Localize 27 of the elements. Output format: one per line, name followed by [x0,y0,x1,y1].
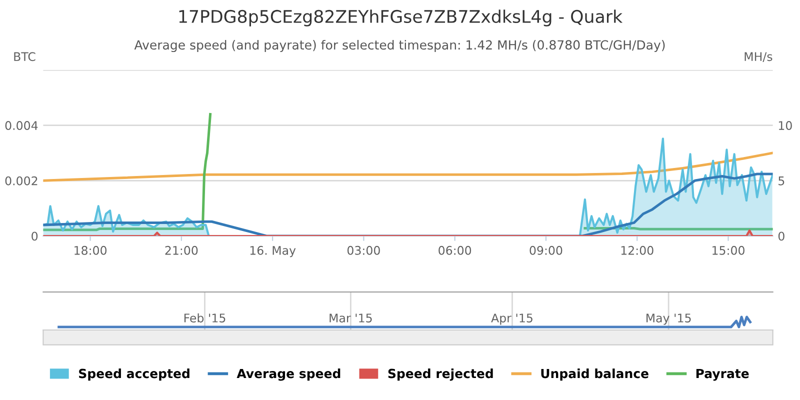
x-tick-label: 16. May [250,246,296,258]
x-tick-label: 21:00 [165,246,198,255]
x-tick-label: Feb '15 [184,313,226,322]
y-tick-label: 0.004 [5,121,38,130]
x-tick-label: Mar '15 [330,314,372,322]
chart-subtitle: Average speed (and payrate) for selected timespan: 1.42 MH/s (0.8780 BTC/GH/Day) [134,40,665,52]
legend-label: Average speed [236,368,340,381]
legend-label: Speed accepted [79,368,190,381]
y-axis-title: BTC [14,52,36,62]
x-tick-label: 15:00 [712,246,744,255]
x-tick-label: 03:00 [347,246,380,255]
x-tick-label: 09:00 [530,246,562,255]
y2-tick-label: 0 [778,232,784,241]
x-tick-label: 06:00 [438,246,472,255]
legend-label: Payrate [696,368,749,381]
x-tick-label: Apr '15 [491,314,532,325]
x-tick-label: 12:00 [621,246,654,255]
y2-tick-label: 5 [778,176,784,186]
legend-label: Unpaid balance [541,368,648,381]
chart-title: 17PDG8p5CEzg82ZEYhFGse7ZB7ZxdksL4g - Quark [179,10,623,26]
y2-tick-label: 10 [778,121,792,130]
x-tick-label: 18:00 [74,246,107,255]
x-tick-label: May '15 [646,314,691,325]
y2-axis-title: MH/s [744,52,772,62]
y-tick-label: 0.002 [5,176,38,186]
legend-label: Speed rejected [388,368,493,381]
y-tick-label: 0 [32,232,38,241]
